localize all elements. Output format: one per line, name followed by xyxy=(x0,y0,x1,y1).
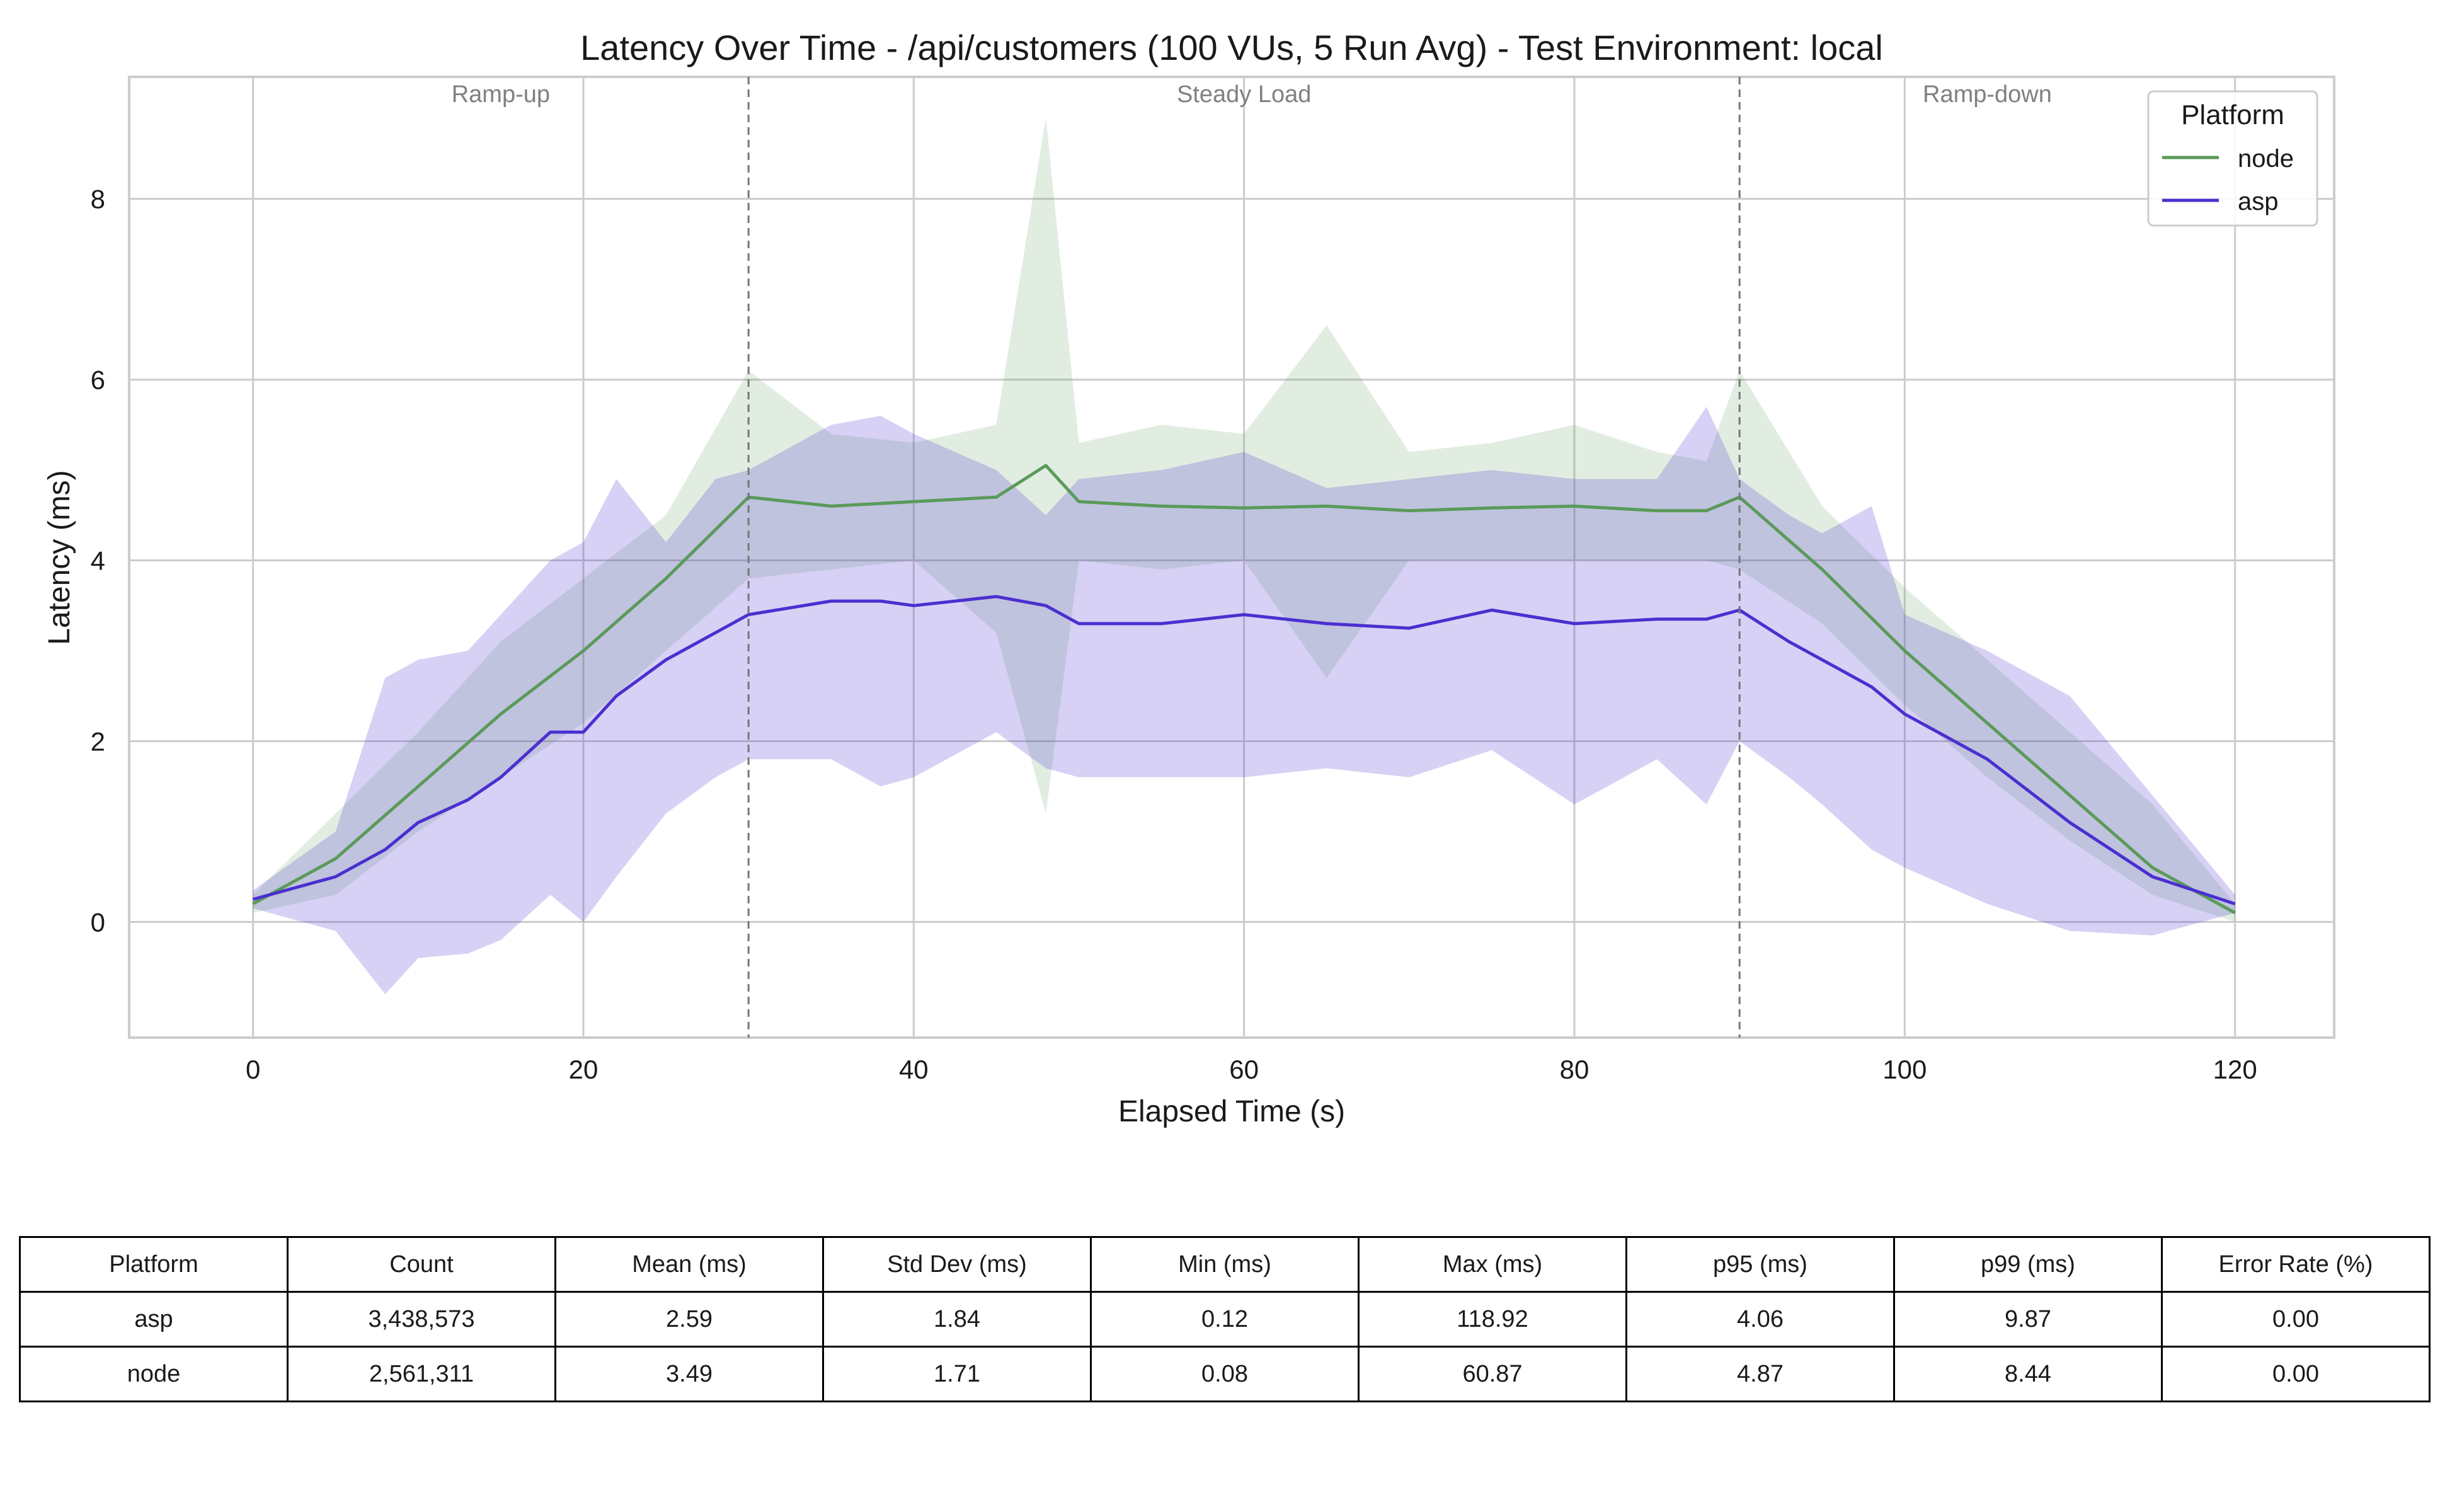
x-tick-label: 20 xyxy=(569,1055,598,1084)
table-cell: 0.08 xyxy=(1090,1346,1360,1402)
table-cell: 4.87 xyxy=(1625,1346,1895,1402)
stats-header-row: Platform Count Mean (ms) Std Dev (ms) Mi… xyxy=(19,1236,2431,1293)
table-cell: node xyxy=(19,1346,289,1402)
y-tick-label: 4 xyxy=(91,546,105,576)
x-tick-label: 60 xyxy=(1229,1055,1259,1084)
x-tick-label: 100 xyxy=(1882,1055,1927,1084)
table-cell: 9.87 xyxy=(1893,1291,2163,1348)
header-platform: Platform xyxy=(19,1236,289,1293)
chart-title: Latency Over Time - /api/customers (100 … xyxy=(580,28,1883,67)
header-std-dev: Std Dev (ms) xyxy=(822,1236,1092,1293)
plot-area xyxy=(128,76,2335,1039)
table-cell: 118.92 xyxy=(1358,1291,1627,1348)
table-row: asp 3,438,573 2.59 1.84 0.12 118.92 4.06… xyxy=(19,1291,2431,1348)
x-tick-label: 40 xyxy=(899,1055,929,1084)
table-cell: 0.12 xyxy=(1090,1291,1360,1348)
header-error-rate: Error Rate (%) xyxy=(2161,1236,2431,1293)
table-cell: 2.59 xyxy=(554,1291,824,1348)
x-axis-label: Elapsed Time (s) xyxy=(1118,1095,1345,1128)
table-row: node 2,561,311 3.49 1.71 0.08 60.87 4.87… xyxy=(19,1346,2431,1402)
table-cell: 3.49 xyxy=(554,1346,824,1402)
series-line-node xyxy=(252,464,2236,915)
table-cell: 3,438,573 xyxy=(287,1291,556,1348)
y-tick-label: 8 xyxy=(91,185,105,214)
header-mean: Mean (ms) xyxy=(554,1236,824,1293)
band-node xyxy=(253,117,2235,922)
table-cell: asp xyxy=(19,1291,289,1348)
header-min: Min (ms) xyxy=(1090,1236,1360,1293)
legend-label-asp: asp xyxy=(2238,188,2279,215)
header-p95: p95 (ms) xyxy=(1625,1236,1895,1293)
table-cell: 2,561,311 xyxy=(287,1346,556,1402)
table-cell: 8.44 xyxy=(1893,1346,2163,1402)
x-tick-label: 80 xyxy=(1560,1055,1589,1084)
band-asp xyxy=(253,406,2235,995)
stats-table: Platform Count Mean (ms) Std Dev (ms) Mi… xyxy=(19,1236,2431,1402)
phase-label: Steady Load xyxy=(1177,81,1311,108)
table-cell: 0.00 xyxy=(2161,1346,2431,1402)
table-cell: 4.06 xyxy=(1625,1291,1895,1348)
legend-box xyxy=(2147,90,2318,227)
table-cell: 1.84 xyxy=(822,1291,1092,1348)
x-tick-label: 0 xyxy=(246,1055,260,1084)
header-max: Max (ms) xyxy=(1358,1236,1627,1293)
x-tick-label: 120 xyxy=(2213,1055,2257,1084)
legend-title: Platform xyxy=(2181,100,2284,130)
series-line-asp xyxy=(252,595,2236,906)
y-tick-label: 0 xyxy=(91,907,105,937)
table-cell: 1.71 xyxy=(822,1346,1092,1402)
header-p99: p99 (ms) xyxy=(1893,1236,2163,1293)
phase-label: Ramp-down xyxy=(1923,81,2052,108)
y-tick-label: 2 xyxy=(91,726,105,756)
header-count: Count xyxy=(287,1236,556,1293)
legend-label-node: node xyxy=(2238,145,2294,173)
legend: Platform node asp xyxy=(2147,90,2318,227)
y-axis-label: Latency (ms) xyxy=(43,470,76,644)
table-cell: 0.00 xyxy=(2161,1291,2431,1348)
phase-label: Ramp-up xyxy=(452,81,550,108)
y-tick-label: 6 xyxy=(91,365,105,395)
table-cell: 60.87 xyxy=(1358,1346,1627,1402)
